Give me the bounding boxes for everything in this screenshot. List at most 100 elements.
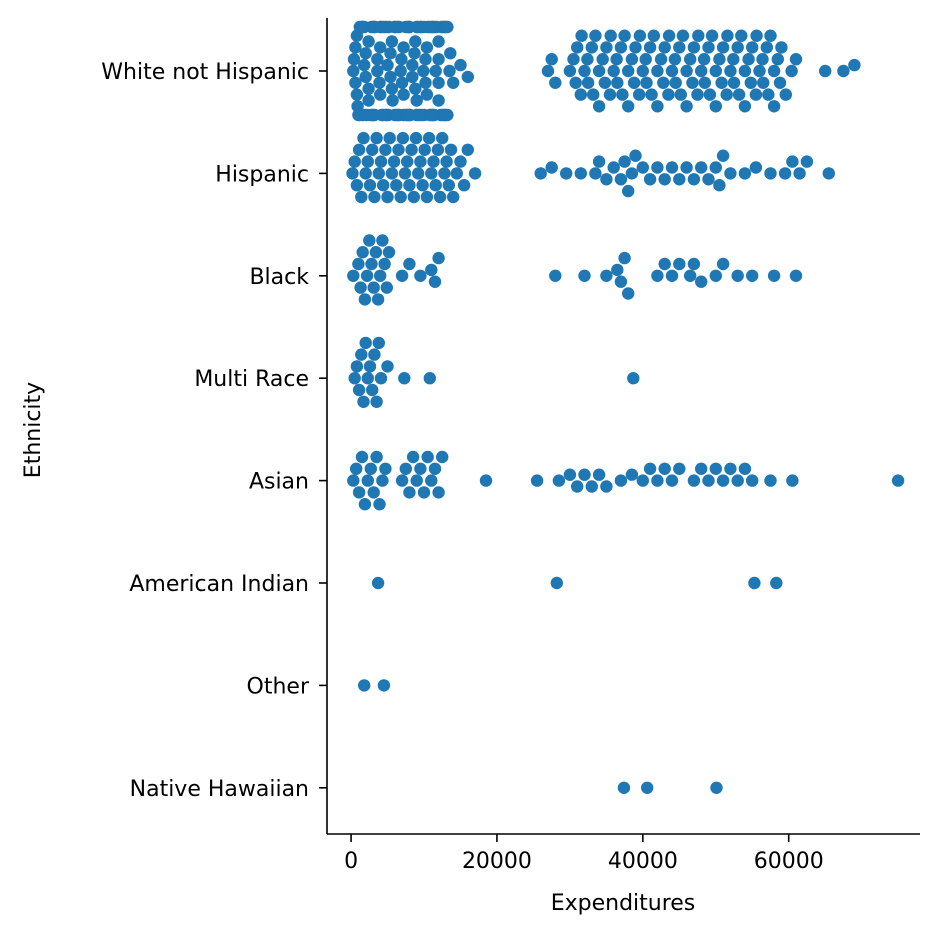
- data-point: [432, 251, 445, 265]
- data-point: [436, 131, 449, 145]
- data-point: [425, 474, 438, 487]
- data-point: [785, 64, 798, 78]
- data-point: [385, 35, 399, 48]
- data-point: [636, 474, 649, 487]
- data-point: [578, 468, 591, 481]
- data-point: [545, 161, 558, 174]
- data-point: [716, 149, 730, 162]
- data-point: [347, 269, 360, 282]
- data-point: [444, 47, 457, 60]
- data-point: [422, 131, 436, 145]
- data-point: [709, 462, 722, 475]
- data-point: [374, 269, 387, 282]
- data-point: [716, 474, 730, 487]
- data-point: [697, 53, 711, 66]
- data-point: [429, 64, 442, 78]
- data-point: [406, 58, 419, 72]
- data-point: [352, 143, 366, 156]
- data-point: [633, 29, 647, 42]
- data-point: [636, 161, 649, 174]
- data-point: [427, 155, 440, 168]
- data-point: [350, 179, 364, 192]
- data-point: [703, 88, 717, 101]
- data-point: [669, 76, 682, 90]
- data-point: [589, 167, 602, 180]
- data-point: [640, 76, 653, 90]
- data-point: [356, 246, 369, 259]
- data-point: [680, 161, 693, 174]
- data-point: [428, 275, 442, 288]
- data-point: [355, 348, 368, 361]
- data-point: [662, 88, 675, 101]
- data-point: [654, 53, 668, 66]
- data-point: [633, 88, 646, 101]
- data-point: [386, 94, 399, 107]
- data-point: [534, 167, 547, 180]
- data-point: [461, 70, 474, 84]
- data-point: [397, 41, 410, 54]
- data-point: [395, 269, 409, 282]
- data-point: [409, 131, 423, 145]
- data-point: [447, 76, 460, 90]
- data-point: [392, 143, 405, 156]
- data-point: [607, 161, 620, 174]
- data-point: [443, 64, 456, 78]
- data-point: [713, 179, 726, 192]
- data-point: [581, 76, 595, 90]
- data-point: [359, 167, 372, 180]
- data-point: [414, 269, 427, 282]
- data-point: [436, 450, 449, 464]
- data-point: [405, 143, 418, 156]
- data-point: [433, 190, 447, 204]
- data-point: [687, 173, 701, 186]
- data-point: [589, 29, 602, 42]
- data-point: [530, 474, 544, 487]
- data-point: [347, 474, 360, 487]
- data-point: [587, 88, 600, 101]
- data-point: [760, 41, 773, 54]
- data-point: [366, 383, 379, 397]
- data-point: [600, 173, 613, 186]
- data-point: [614, 41, 628, 54]
- data-point: [371, 576, 385, 590]
- data-point: [727, 53, 740, 66]
- data-point: [370, 450, 383, 464]
- data-point: [789, 53, 803, 66]
- data-point: [419, 53, 432, 66]
- data-point: [575, 29, 588, 42]
- data-point: [622, 287, 635, 300]
- data-point: [687, 41, 701, 54]
- data-point: [385, 167, 399, 180]
- data-point: [357, 131, 370, 145]
- x-tick-label: 0: [344, 849, 358, 874]
- data-point: [891, 474, 905, 487]
- data-point: [571, 41, 584, 54]
- x-tick-label: 60000: [754, 849, 824, 874]
- data-point: [710, 781, 723, 794]
- data-point: [658, 257, 671, 271]
- data-point: [603, 88, 617, 101]
- data-point: [837, 64, 850, 78]
- data-point: [695, 161, 708, 174]
- data-point: [709, 269, 722, 282]
- data-point: [380, 281, 393, 294]
- data-point: [757, 76, 770, 90]
- data-point: [407, 190, 420, 204]
- data-point: [384, 47, 397, 60]
- data-point: [378, 257, 391, 271]
- data-point: [724, 64, 737, 78]
- data-point: [692, 29, 705, 42]
- data-point: [676, 29, 690, 42]
- data-point: [773, 76, 787, 90]
- data-point: [738, 64, 752, 78]
- data-point: [713, 53, 726, 66]
- data-point: [560, 167, 573, 180]
- data-point: [764, 167, 777, 180]
- data-point: [423, 372, 436, 385]
- data-point: [420, 41, 434, 54]
- data-point: [756, 53, 769, 66]
- data-point: [779, 88, 792, 101]
- data-point: [611, 76, 624, 90]
- data-point: [349, 76, 362, 90]
